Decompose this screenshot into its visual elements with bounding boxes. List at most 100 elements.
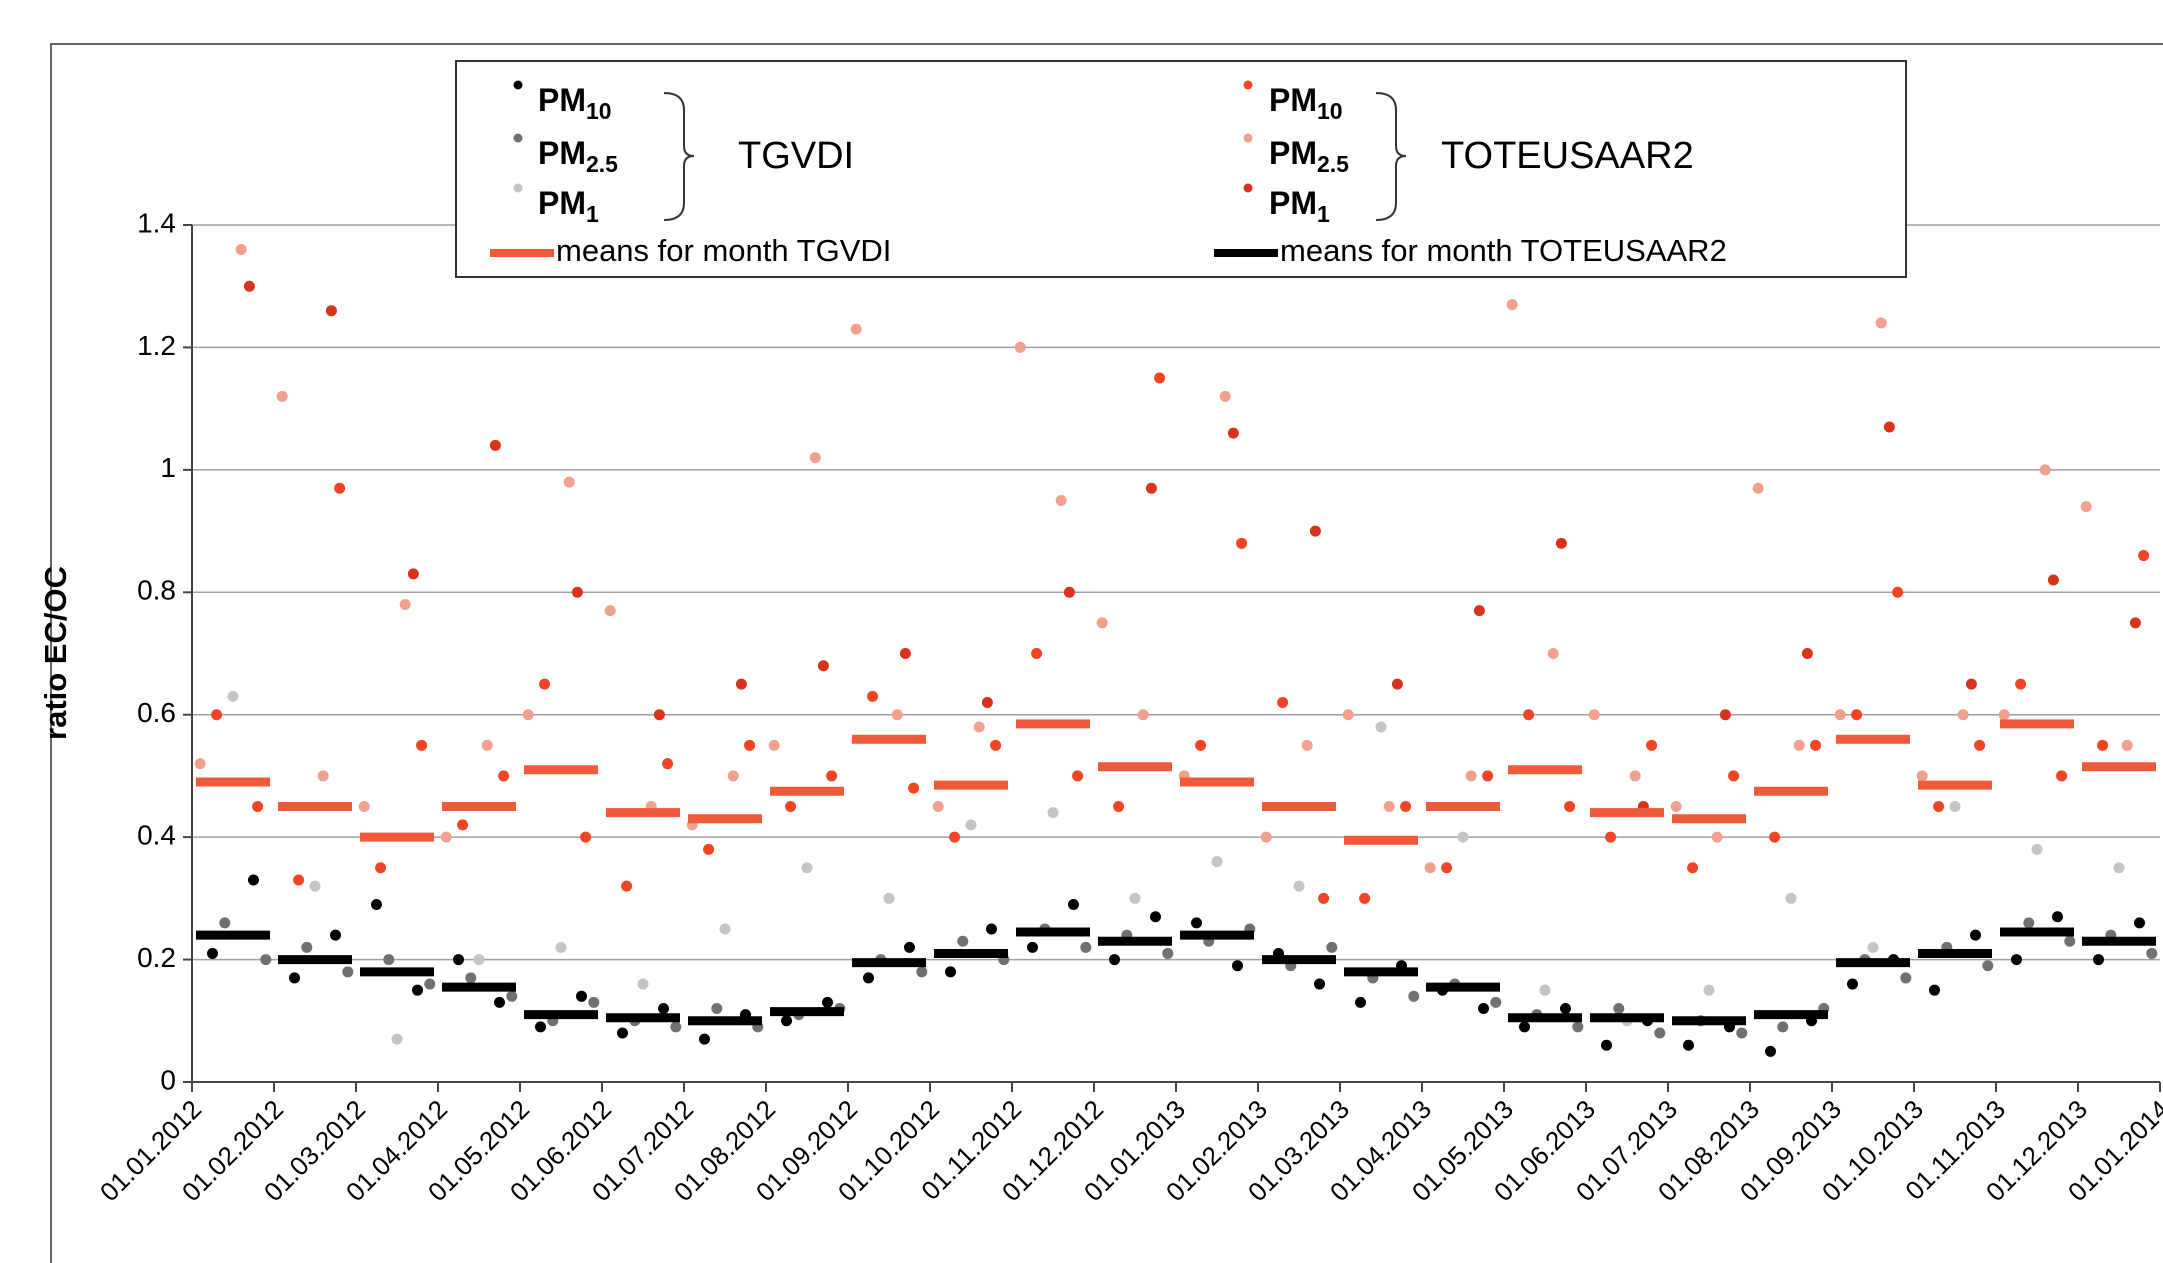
- point: [1834, 709, 1846, 721]
- point: [571, 586, 583, 598]
- point: [1970, 929, 1981, 941]
- point: [506, 990, 518, 1002]
- point: [2031, 843, 2043, 855]
- point: [1055, 494, 1067, 506]
- point: [908, 782, 920, 794]
- point: [801, 862, 813, 874]
- point: [1719, 709, 1731, 721]
- point: [1900, 972, 1912, 984]
- point: [1072, 770, 1084, 782]
- legend-label: PM10: [538, 82, 612, 124]
- legend-marker: [1243, 80, 1253, 90]
- legend-marker: [513, 183, 523, 193]
- point: [1957, 709, 1969, 721]
- point: [342, 966, 354, 978]
- point: [1703, 984, 1715, 996]
- point: [1031, 648, 1043, 659]
- point: [973, 721, 985, 733]
- point: [1342, 709, 1354, 721]
- legend-marker: [513, 80, 523, 90]
- point: [375, 862, 387, 874]
- point: [1318, 892, 1330, 904]
- point: [1728, 770, 1740, 782]
- points: [194, 243, 2158, 1057]
- legend-label: means for month TOTEUSAAR2: [1280, 233, 1727, 268]
- point: [424, 978, 436, 990]
- point: [1277, 696, 1289, 708]
- point: [891, 709, 903, 721]
- point: [949, 831, 961, 843]
- y-tick-label: 0.2: [137, 942, 176, 973]
- point: [2023, 917, 2035, 929]
- legend-box: [455, 60, 1907, 278]
- point: [1260, 831, 1272, 843]
- point: [2064, 935, 2076, 947]
- point: [317, 770, 329, 782]
- point: [2134, 917, 2145, 929]
- point: [1293, 880, 1305, 892]
- point: [334, 482, 346, 494]
- point: [219, 917, 231, 929]
- point: [1219, 390, 1231, 402]
- point: [662, 758, 674, 770]
- point: [1195, 739, 1207, 751]
- point: [1523, 709, 1535, 721]
- point: [735, 678, 747, 690]
- point: [2113, 862, 2125, 874]
- legend-brace: [663, 92, 695, 221]
- point: [1301, 739, 1313, 751]
- point: [412, 984, 423, 996]
- point: [1777, 1021, 1789, 1033]
- point: [309, 880, 321, 892]
- point: [235, 243, 247, 255]
- point: [1113, 801, 1125, 813]
- point: [465, 972, 477, 984]
- point: [637, 978, 649, 990]
- point: [703, 843, 715, 855]
- point: [1793, 739, 1805, 751]
- point: [1519, 1021, 1530, 1033]
- point: [604, 605, 616, 617]
- point: [1482, 770, 1494, 782]
- point: [2093, 954, 2104, 966]
- point: [325, 305, 337, 317]
- point: [555, 941, 567, 953]
- point: [1232, 960, 1243, 972]
- point: [580, 831, 592, 843]
- point: [1588, 709, 1600, 721]
- point: [207, 947, 218, 959]
- point: [1605, 831, 1617, 843]
- point: [1765, 1045, 1776, 1057]
- point: [1949, 801, 1961, 813]
- point: [2039, 464, 2051, 476]
- legend-label: means for month TGVDI: [556, 233, 891, 268]
- point: [1162, 947, 1174, 959]
- point: [1736, 1027, 1748, 1039]
- point: [1383, 801, 1395, 813]
- point: [1572, 1021, 1584, 1033]
- y-axis-title: ratio EC/OC: [38, 566, 73, 740]
- point: [711, 1003, 723, 1015]
- point: [617, 1027, 628, 1039]
- point: [1375, 721, 1387, 733]
- point: [781, 1015, 792, 1027]
- point: [1027, 941, 1038, 953]
- point: [330, 929, 341, 941]
- point: [1080, 941, 1092, 953]
- point: [416, 739, 428, 751]
- point: [539, 678, 551, 690]
- point: [498, 770, 510, 782]
- point: [194, 758, 206, 770]
- legend-label: PM2.5: [1269, 135, 1349, 177]
- point: [252, 801, 264, 813]
- point: [1851, 709, 1863, 721]
- y-tick-label: 0.8: [137, 575, 176, 606]
- point: [358, 801, 370, 813]
- point: [1974, 739, 1986, 751]
- legend-label: PM1: [1269, 185, 1330, 227]
- point: [453, 954, 464, 966]
- point: [1309, 525, 1321, 537]
- point: [1068, 898, 1079, 910]
- point: [1145, 482, 1157, 494]
- point: [1137, 709, 1149, 721]
